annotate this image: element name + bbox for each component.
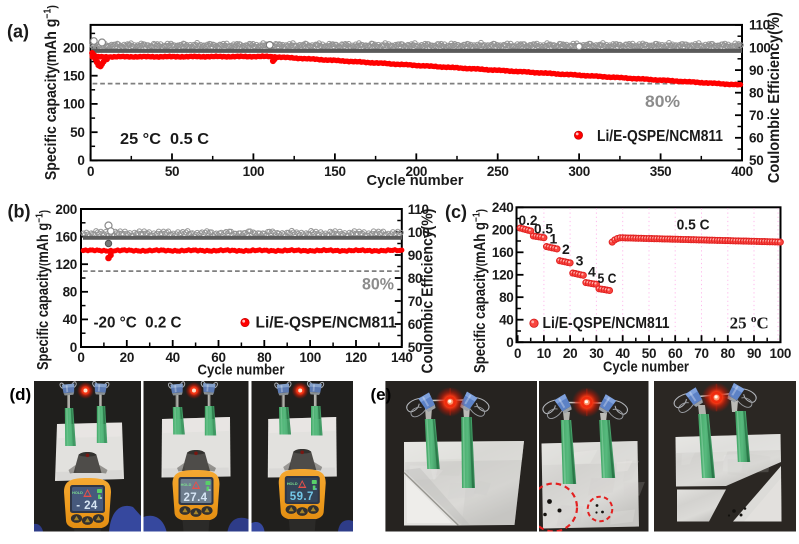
svg-text:Specific capacity(mAh g−1): Specific capacity(mAh g−1) [35,210,53,370]
svg-text:120: 120 [55,257,77,272]
svg-text:(d): (d) [10,385,32,404]
svg-text:°: ° [100,496,103,504]
svg-text:60: 60 [749,131,763,146]
svg-text:100: 100 [243,164,265,179]
svg-text:25 oC: 25 oC [730,313,769,333]
svg-text:(b): (b) [8,202,31,222]
svg-text:80: 80 [499,290,513,305]
svg-text:250: 250 [487,164,509,179]
svg-text:20: 20 [120,350,134,365]
svg-text:40: 40 [499,313,513,328]
svg-text:Coulombic Efficiency(%): Coulombic Efficiency(%) [766,12,783,183]
svg-text:110: 110 [408,202,429,217]
svg-text:5 C: 5 C [598,270,617,286]
svg-text:(c): (c) [445,202,467,222]
svg-text:(a): (a) [7,22,29,42]
svg-text:70: 70 [408,294,422,309]
svg-text:0.5: 0.5 [534,221,553,237]
svg-text:40: 40 [165,350,179,365]
svg-text:400: 400 [731,164,753,179]
svg-text:350: 350 [650,164,672,179]
svg-text:90: 90 [749,63,763,78]
svg-text:100: 100 [408,225,430,240]
svg-text:25 °C 0.5 C: 25 °C 0.5 C [120,131,209,148]
svg-text:80: 80 [721,346,735,361]
svg-text:100: 100 [299,350,321,365]
svg-text:160: 160 [55,229,77,244]
svg-text:160: 160 [492,245,514,260]
svg-text:Cycle number: Cycle number [603,359,689,376]
svg-text:100: 100 [749,40,771,55]
svg-text:240: 240 [492,200,514,215]
svg-text:50: 50 [408,340,422,355]
svg-text:60: 60 [211,350,225,365]
svg-text:80: 80 [63,285,77,300]
svg-text:Li/E-QSPE/NCM811: Li/E-QSPE/NCM811 [256,315,397,332]
svg-text:50: 50 [70,125,84,140]
svg-text:60: 60 [408,317,422,332]
svg-text:50: 50 [749,153,763,168]
svg-text:50: 50 [642,346,656,361]
svg-text:0: 0 [87,164,94,179]
svg-text:30: 30 [589,346,603,361]
svg-text:100: 100 [769,346,791,361]
svg-text:0.5 C: 0.5 C [677,217,710,234]
svg-text:40: 40 [63,312,77,327]
svg-text:200: 200 [405,164,427,179]
svg-text:Li/E-QSPE/NCM811: Li/E-QSPE/NCM811 [543,315,670,332]
svg-text:0: 0 [70,340,77,355]
svg-text:70: 70 [749,108,763,123]
svg-text:60: 60 [668,346,682,361]
svg-text:70: 70 [694,346,708,361]
svg-text:HOLD: HOLD [181,483,192,487]
svg-text:1: 1 [550,231,558,247]
svg-text:59.7: 59.7 [290,491,314,503]
svg-text:°: ° [208,488,211,496]
svg-text:Li/E-QSPE/NCM811: Li/E-QSPE/NCM811 [597,128,723,145]
svg-text:4: 4 [588,264,596,280]
svg-text:2: 2 [562,241,570,257]
svg-text:10: 10 [537,346,551,361]
svg-text:HOLD: HOLD [287,482,298,486]
svg-text:Specific capacity(mAh g−1): Specific capacity(mAh g−1) [472,209,490,373]
svg-text:120: 120 [345,350,367,365]
svg-text:90: 90 [747,346,761,361]
svg-text:(e): (e) [371,385,392,404]
svg-text:120: 120 [492,268,514,283]
svg-text:300: 300 [568,164,590,179]
svg-text:110: 110 [749,18,770,33]
svg-text:3: 3 [576,253,584,269]
svg-text:140: 140 [391,350,413,365]
svg-text:90: 90 [408,248,422,263]
svg-text:0.2: 0.2 [519,212,538,228]
svg-text:0: 0 [514,346,521,361]
svg-text:40: 40 [615,346,629,361]
svg-text:-20 °C 0.2 C: -20 °C 0.2 C [94,315,182,332]
svg-text:°: ° [314,487,317,495]
svg-text:80: 80 [257,350,271,365]
svg-text:80: 80 [749,85,763,100]
svg-text:200: 200 [63,40,85,55]
svg-text:0: 0 [77,350,84,365]
svg-text:100: 100 [63,97,85,112]
svg-text:80%: 80% [362,275,394,294]
svg-text:80%: 80% [645,92,680,111]
svg-text:200: 200 [492,223,514,238]
svg-text:27.4: 27.4 [184,492,208,504]
svg-text:150: 150 [324,164,346,179]
svg-text:80: 80 [408,271,422,286]
svg-text:20: 20 [563,346,577,361]
svg-text:0: 0 [506,335,513,350]
svg-text:200: 200 [55,202,77,217]
svg-text:- 24: - 24 [76,500,98,512]
svg-text:Cycle number: Cycle number [198,362,285,379]
svg-text:50: 50 [165,164,179,179]
svg-text:Cycle number: Cycle number [367,172,464,189]
svg-text:HOLD: HOLD [72,491,83,495]
svg-text:Coulombic Efficiency(%): Coulombic Efficiency(%) [420,209,437,374]
svg-text:Specific capacity(mAh g−1): Specific capacity(mAh g−1) [43,5,61,180]
svg-text:150: 150 [63,69,85,84]
svg-text:0: 0 [77,153,84,168]
